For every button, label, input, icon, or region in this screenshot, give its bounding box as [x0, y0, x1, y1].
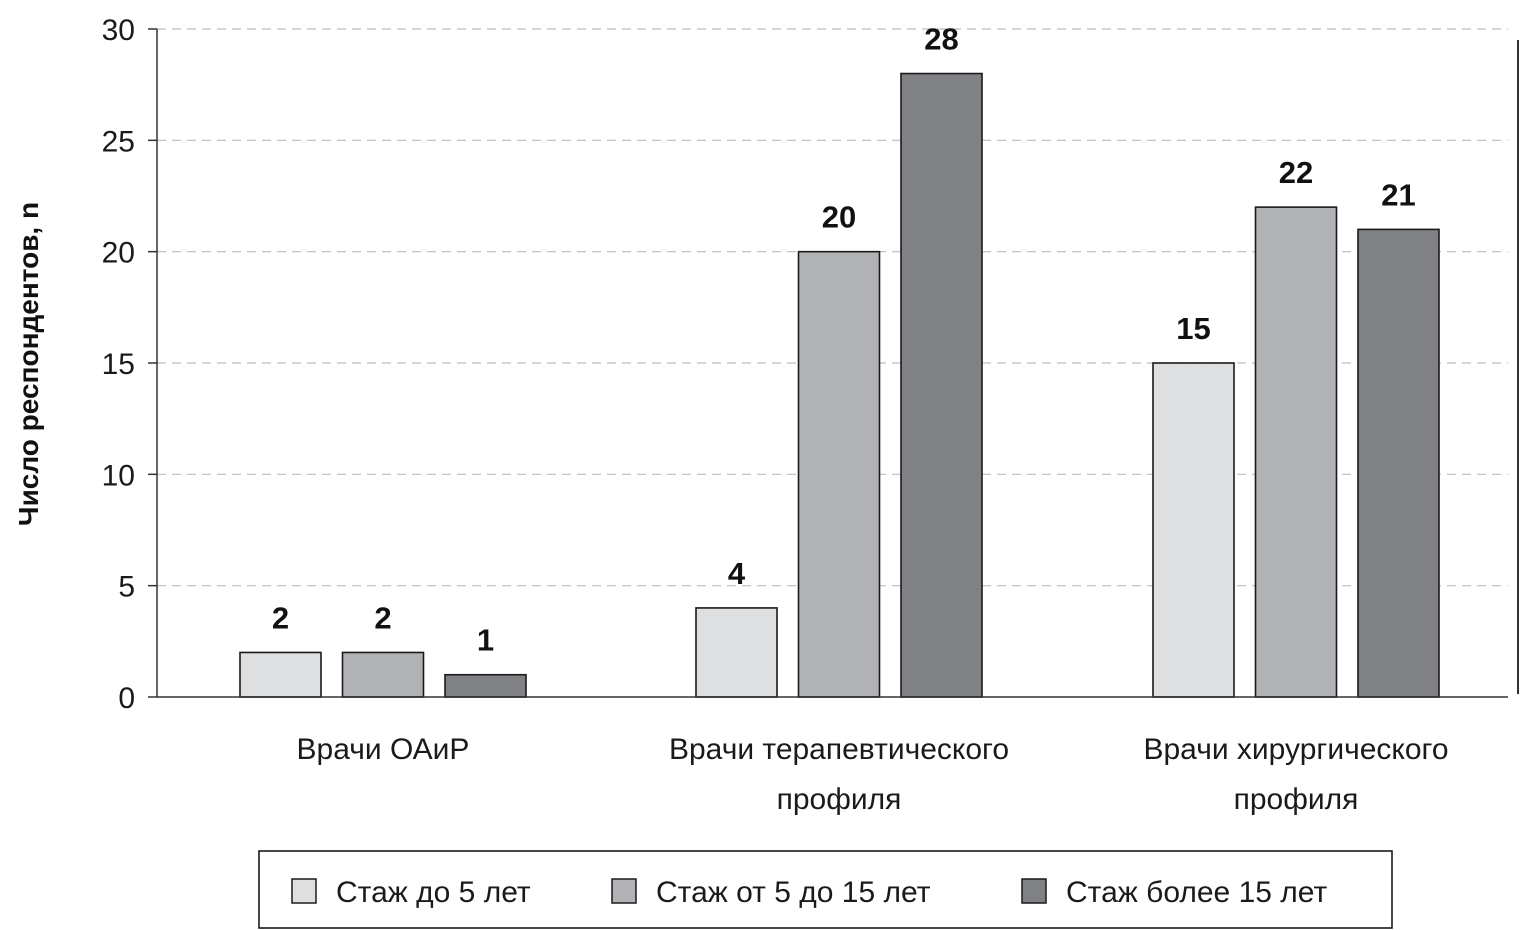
- y-axis-ticks: 0 5 10 15 20 25 30: [102, 14, 157, 715]
- legend-swatch: [1021, 878, 1047, 904]
- data-label: 21: [1381, 177, 1415, 212]
- x-category-label: профиля: [1234, 783, 1359, 816]
- data-label: 2: [374, 600, 391, 635]
- data-label: 28: [924, 22, 958, 57]
- x-category-label: профиля: [777, 783, 902, 816]
- bar: [900, 72, 983, 698]
- data-label: 4: [728, 556, 746, 591]
- data-label: 1: [477, 623, 494, 658]
- x-category-label: Врачи терапевтического: [669, 733, 1009, 766]
- data-label: 15: [1176, 311, 1210, 346]
- bar: [1357, 228, 1440, 698]
- bar: [1254, 206, 1338, 698]
- value-labels: 2 4 15 2 20 22 1 28 21: [272, 22, 1416, 658]
- y-tick-label: 10: [102, 459, 135, 492]
- data-label: 2: [272, 600, 289, 635]
- y-tick-label: 20: [102, 237, 135, 270]
- bar: [444, 673, 527, 698]
- y-tick-label: 25: [102, 125, 135, 158]
- bar: [341, 651, 425, 698]
- bar: [695, 607, 778, 698]
- y-tick-label: 30: [102, 14, 135, 47]
- x-category-label: Врачи хирургического: [1143, 733, 1448, 766]
- legend-label: Стаж до 5 лет: [336, 876, 531, 909]
- legend: Стаж до 5 лет Стаж от 5 до 15 лет Стаж бол…: [258, 850, 1393, 929]
- axes: [156, 29, 1519, 698]
- y-tick-label: 15: [102, 348, 135, 381]
- data-label: 22: [1279, 155, 1313, 190]
- category-labels: Врачи ОАиР Врачи терапевтического профиля В…: [297, 733, 1449, 816]
- y-tick-label: 5: [118, 571, 135, 604]
- bars: [239, 72, 1440, 698]
- data-label: 20: [822, 200, 856, 235]
- legend-box: [258, 850, 1393, 929]
- y-tick-label: 0: [118, 682, 135, 715]
- bar: [797, 250, 881, 698]
- y-axis-title: Число респондентов, n: [13, 202, 44, 526]
- legend-label: Стаж более 15 лет: [1066, 876, 1327, 909]
- bar: [239, 651, 322, 698]
- bar: [1152, 362, 1235, 698]
- legend-swatch: [291, 878, 317, 904]
- x-category-label: Врачи ОАиР: [297, 733, 470, 766]
- legend-label: Стаж от 5 до 15 лет: [656, 876, 931, 909]
- legend-swatch: [611, 878, 637, 904]
